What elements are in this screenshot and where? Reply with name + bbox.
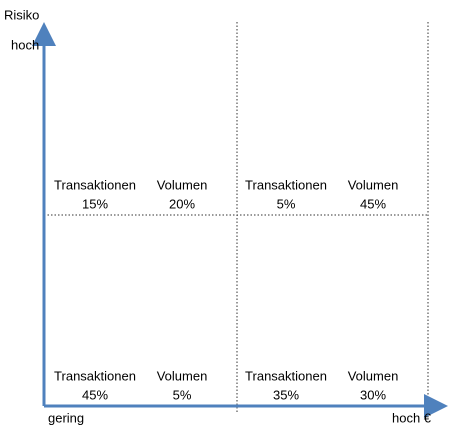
y-axis-high: hoch <box>11 37 39 52</box>
volume-value: 30% <box>360 387 386 402</box>
transactions-value: 35% <box>273 387 299 402</box>
volume-value: 5% <box>173 387 192 402</box>
transactions-value: 15% <box>82 196 108 211</box>
transactions-value: 5% <box>277 196 296 211</box>
volume-label: Volumen <box>157 177 208 192</box>
volume-label: Volumen <box>348 368 399 383</box>
volume-value: 45% <box>360 196 386 211</box>
quadrants: Transaktionen 15% Volumen 20% Transaktionen 5… <box>54 177 398 402</box>
y-axis-title: Risiko <box>4 7 39 22</box>
volume-value: 20% <box>169 196 195 211</box>
transactions-label: Transaktionen <box>245 368 327 383</box>
transactions-label: Transaktionen <box>245 177 327 192</box>
volume-label: Volumen <box>348 177 399 192</box>
transactions-value: 45% <box>82 387 108 402</box>
volume-label: Volumen <box>157 368 208 383</box>
x-axis-high: hoch € <box>392 410 432 425</box>
x-axis-low: gering <box>48 410 84 425</box>
transactions-label: Transaktionen <box>54 368 136 383</box>
transactions-label: Transaktionen <box>54 177 136 192</box>
